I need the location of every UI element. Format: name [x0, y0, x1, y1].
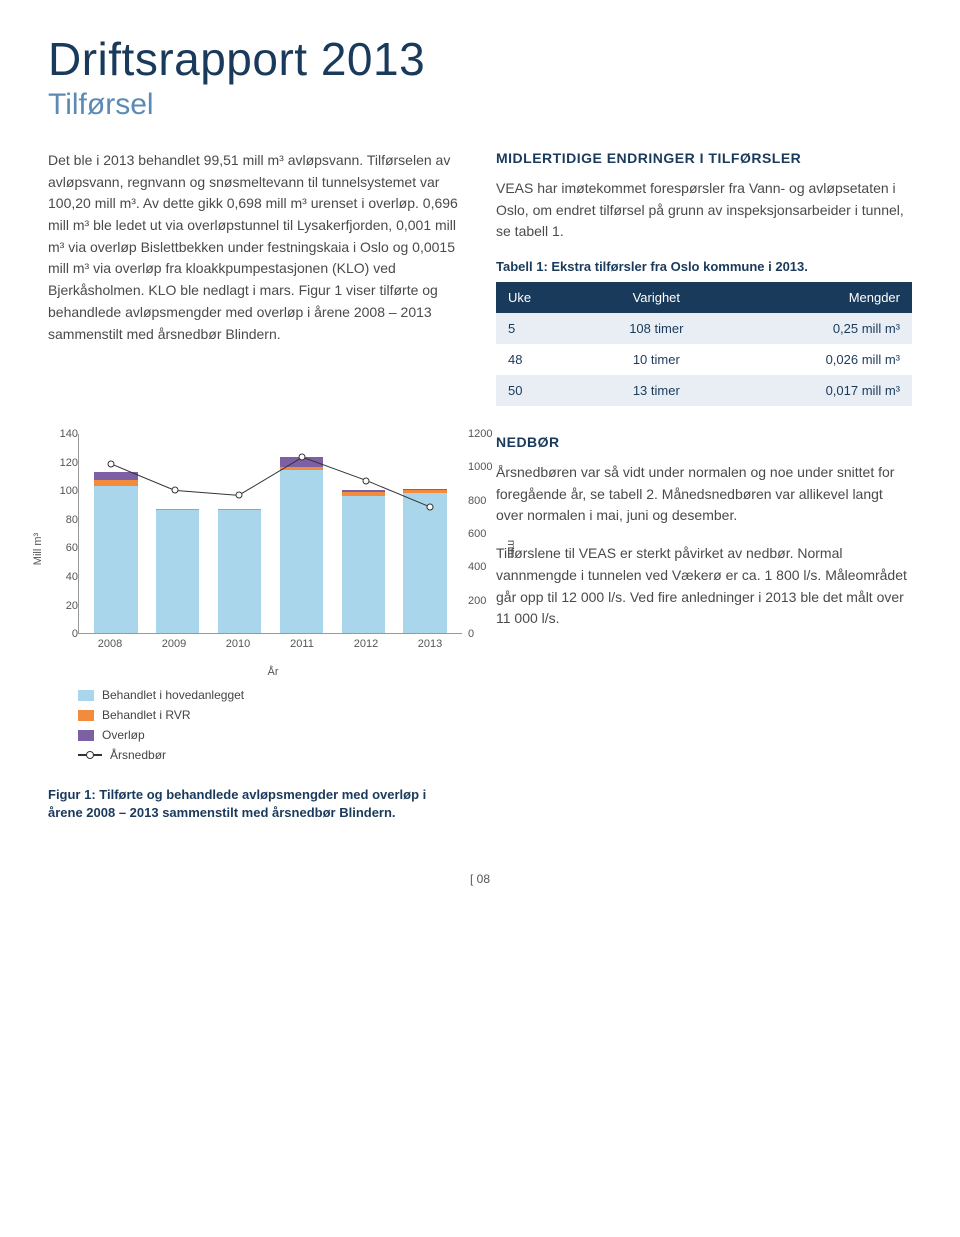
y-axis-left-label: Mill m³ [32, 533, 44, 565]
line-marker [427, 504, 434, 511]
line-marker [171, 487, 178, 494]
table-cell: 10 timer [584, 344, 729, 375]
bar-segment-hovedanlegget [94, 486, 137, 633]
table-cell: 0,25 mill m³ [729, 313, 912, 344]
table-row: 5108 timer0,25 mill m³ [496, 313, 912, 344]
table-header: Uke [496, 282, 584, 313]
table-row: 4810 timer0,026 mill m³ [496, 344, 912, 375]
section-heading-endringer: MIDLERTIDIGE ENDRINGER I TILFØRSLER [496, 150, 912, 166]
legend-item: Behandlet i RVR [78, 708, 468, 722]
x-tick: 2012 [334, 634, 398, 664]
table-cell: 50 [496, 375, 584, 406]
bar-slot [147, 434, 209, 633]
bar-segment-overlop [94, 472, 137, 481]
y-axis-right-label: mm [505, 540, 517, 558]
bar-stack [403, 489, 446, 633]
y-tick-right: 200 [468, 595, 502, 607]
legend-swatch-line [78, 754, 102, 756]
x-tick: 2009 [142, 634, 206, 664]
y-tick-right: 600 [468, 528, 502, 540]
page-title: Driftsrapport 2013 [48, 32, 912, 86]
right-column-bottom: NEDBØR Årsnedbøren var så vidt under nor… [496, 414, 912, 822]
line-marker [235, 492, 242, 499]
line-marker [107, 460, 114, 467]
table-cell: 48 [496, 344, 584, 375]
figure1-caption: Figur 1: Tilførte og behandlede avløpsme… [48, 786, 464, 822]
table-header: Varighet [584, 282, 729, 313]
legend-item: Årsnedbør [78, 748, 468, 762]
table-cell: 108 timer [584, 313, 729, 344]
legend-item: Behandlet i hovedanlegget [78, 688, 468, 702]
table-cell: 13 timer [584, 375, 729, 406]
lower-columns: Mill m³ mm 020406080100120140 0200400600… [48, 414, 912, 822]
left-column: Det ble i 2013 behandlet 99,51 mill m³ a… [48, 150, 464, 406]
x-axis-label: År [78, 666, 468, 678]
y-tick-left: 0 [44, 628, 78, 640]
chart-legend: Behandlet i hovedanlegget Behandlet i RVR… [78, 688, 468, 762]
bar-slot [394, 434, 456, 633]
table-ekstra-tilforsler: UkeVarighetMengder 5108 timer0,25 mill m… [496, 282, 912, 406]
y-tick-right: 1200 [468, 428, 502, 440]
legend-item: Overløp [78, 728, 468, 742]
table-cell: 0,026 mill m³ [729, 344, 912, 375]
right-column-top: MIDLERTIDIGE ENDRINGER I TILFØRSLER VEAS… [496, 150, 912, 406]
bar-segment-hovedanlegget [280, 470, 323, 633]
y-tick-right: 800 [468, 495, 502, 507]
line-marker [299, 454, 306, 461]
bar-segment-hovedanlegget [403, 493, 446, 633]
chart-figure-1: Mill m³ mm 020406080100120140 0200400600… [48, 434, 468, 762]
bar-segment-hovedanlegget [218, 510, 261, 633]
y-tick-left: 20 [44, 600, 78, 612]
nedbor-para2: Tilførslene til VEAS er sterkt påvirket … [496, 543, 912, 630]
bar-stack [342, 490, 385, 633]
legend-label: Overløp [102, 728, 145, 742]
legend-swatch [78, 690, 94, 701]
bar-stack [156, 509, 199, 633]
x-tick: 2011 [270, 634, 334, 664]
y-tick-left: 120 [44, 457, 78, 469]
table-cell: 5 [496, 313, 584, 344]
line-marker [363, 477, 370, 484]
page-subtitle: Tilførsel [48, 88, 912, 122]
y-tick-left: 100 [44, 485, 78, 497]
x-tick: 2008 [78, 634, 142, 664]
bar-stack [280, 457, 323, 633]
y-tick-left: 140 [44, 428, 78, 440]
x-tick: 2013 [398, 634, 462, 664]
bar-stack [218, 509, 261, 633]
legend-label: Behandlet i RVR [102, 708, 191, 722]
page-number: [ 08 [48, 872, 912, 886]
bar-slot [209, 434, 271, 633]
y-tick-left: 80 [44, 514, 78, 526]
legend-swatch [78, 730, 94, 741]
legend-swatch [78, 710, 94, 721]
chart-column: Mill m³ mm 020406080100120140 0200400600… [48, 414, 464, 822]
y-tick-left: 40 [44, 571, 78, 583]
legend-label: Årsnedbør [110, 748, 166, 762]
table-row: 5013 timer0,017 mill m³ [496, 375, 912, 406]
bar-stack [94, 472, 137, 633]
y-tick-right: 0 [468, 628, 502, 640]
table-cell: 0,017 mill m³ [729, 375, 912, 406]
y-tick-right: 1000 [468, 461, 502, 473]
bar-slot [270, 434, 332, 633]
endringer-paragraph: VEAS har imøtekommet forespørsler fra Va… [496, 178, 912, 243]
y-tick-right: 400 [468, 561, 502, 573]
intro-paragraph: Det ble i 2013 behandlet 99,51 mill m³ a… [48, 150, 464, 345]
legend-label: Behandlet i hovedanlegget [102, 688, 244, 702]
table-header: Mengder [729, 282, 912, 313]
bar-slot [85, 434, 147, 633]
bar-slot [332, 434, 394, 633]
intro-columns: Det ble i 2013 behandlet 99,51 mill m³ a… [48, 150, 912, 406]
bar-segment-hovedanlegget [156, 510, 199, 633]
nedbor-para1: Årsnedbøren var så vidt under normalen o… [496, 462, 912, 527]
section-heading-nedbor: NEDBØR [496, 434, 912, 450]
table1-caption: Tabell 1: Ekstra tilførsler fra Oslo kom… [496, 259, 912, 274]
x-tick: 2010 [206, 634, 270, 664]
y-tick-left: 60 [44, 542, 78, 554]
bar-segment-hovedanlegget [342, 496, 385, 633]
